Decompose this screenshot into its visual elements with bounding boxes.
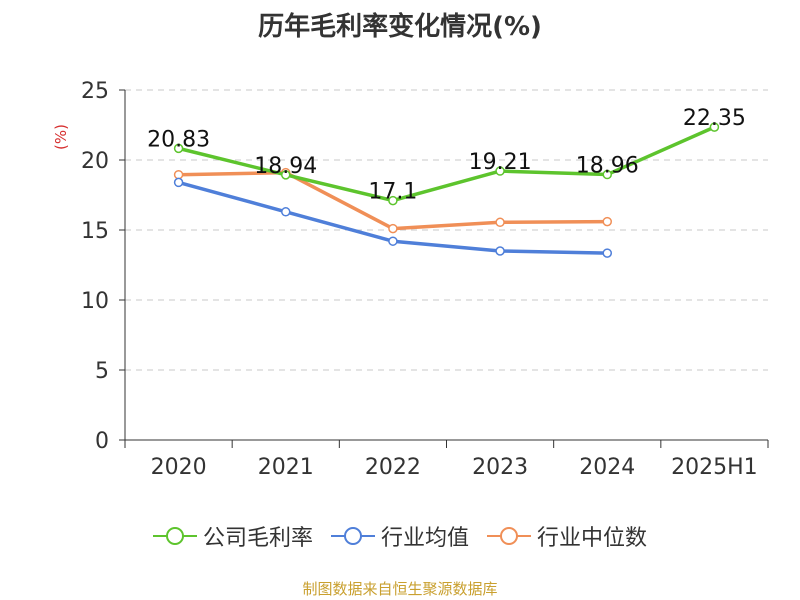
y-tick-label: 25	[81, 79, 109, 104]
data-point	[709, 122, 720, 132]
legend-item-industry-mean[interactable]: 行业均值	[330, 520, 469, 552]
x-tick-label: 2020	[151, 455, 207, 480]
data-point	[388, 223, 398, 234]
data-label: 19.21	[469, 150, 532, 175]
data-point	[495, 246, 505, 256]
x-tick-label: 2024	[579, 455, 635, 480]
data-point	[495, 166, 505, 176]
legend: 公司毛利率 行业均值 行业中位数	[0, 520, 800, 552]
data-point	[281, 170, 291, 180]
data-point	[173, 143, 184, 154]
data-labels: 20.83 18.94 17.1 19.21 18.96 22.35	[147, 106, 746, 205]
legend-item-company[interactable]: 公司毛利率	[152, 520, 313, 552]
data-label: 18.94	[254, 154, 317, 179]
data-point	[173, 177, 184, 188]
data-source-note: 制图数据来自恒生聚源数据库	[302, 580, 498, 598]
legend-marker-company	[152, 527, 197, 545]
data-point	[388, 195, 398, 206]
gridlines	[125, 89, 768, 371]
data-point	[602, 169, 612, 180]
y-tick-label: 0	[95, 429, 109, 454]
axes: 0 5 10 15 20 25 2020 2021 2022 2023 2024 2025H1	[81, 79, 769, 480]
data-point	[388, 236, 398, 246]
y-tick-label: 15	[81, 219, 109, 244]
legend-marker-industry-median	[487, 527, 531, 545]
legend-item-industry-median[interactable]: 行业中位数	[487, 520, 647, 552]
data-point	[602, 248, 612, 258]
data-point	[495, 217, 505, 228]
chart-title: 历年毛利率变化情况(%)	[258, 12, 542, 42]
legend-label-industry-median: 行业中位数	[537, 526, 648, 551]
data-label: 20.83	[147, 127, 210, 152]
x-tick-label: 2021	[258, 455, 314, 480]
legend-label-industry-mean: 行业均值	[380, 526, 469, 551]
y-tick-label: 10	[81, 289, 109, 314]
data-point	[173, 169, 184, 180]
y-tick-label: 5	[95, 359, 109, 384]
data-point	[602, 216, 612, 227]
x-tick-label: 2022	[365, 455, 421, 480]
data-label: 18.96	[576, 154, 639, 179]
data-point	[281, 207, 291, 217]
legend-marker-industry-mean	[330, 527, 375, 545]
y-tick-label: 20	[81, 149, 109, 174]
legend-label-company: 公司毛利率	[202, 526, 313, 551]
data-label: 17.1	[368, 180, 417, 205]
x-tick-label: 2025H1	[671, 455, 758, 480]
series-line-0	[178, 125, 716, 203]
data-label: 22.35	[683, 106, 746, 131]
series-lines	[173, 122, 720, 258]
x-tick-label: 2023	[472, 455, 528, 480]
